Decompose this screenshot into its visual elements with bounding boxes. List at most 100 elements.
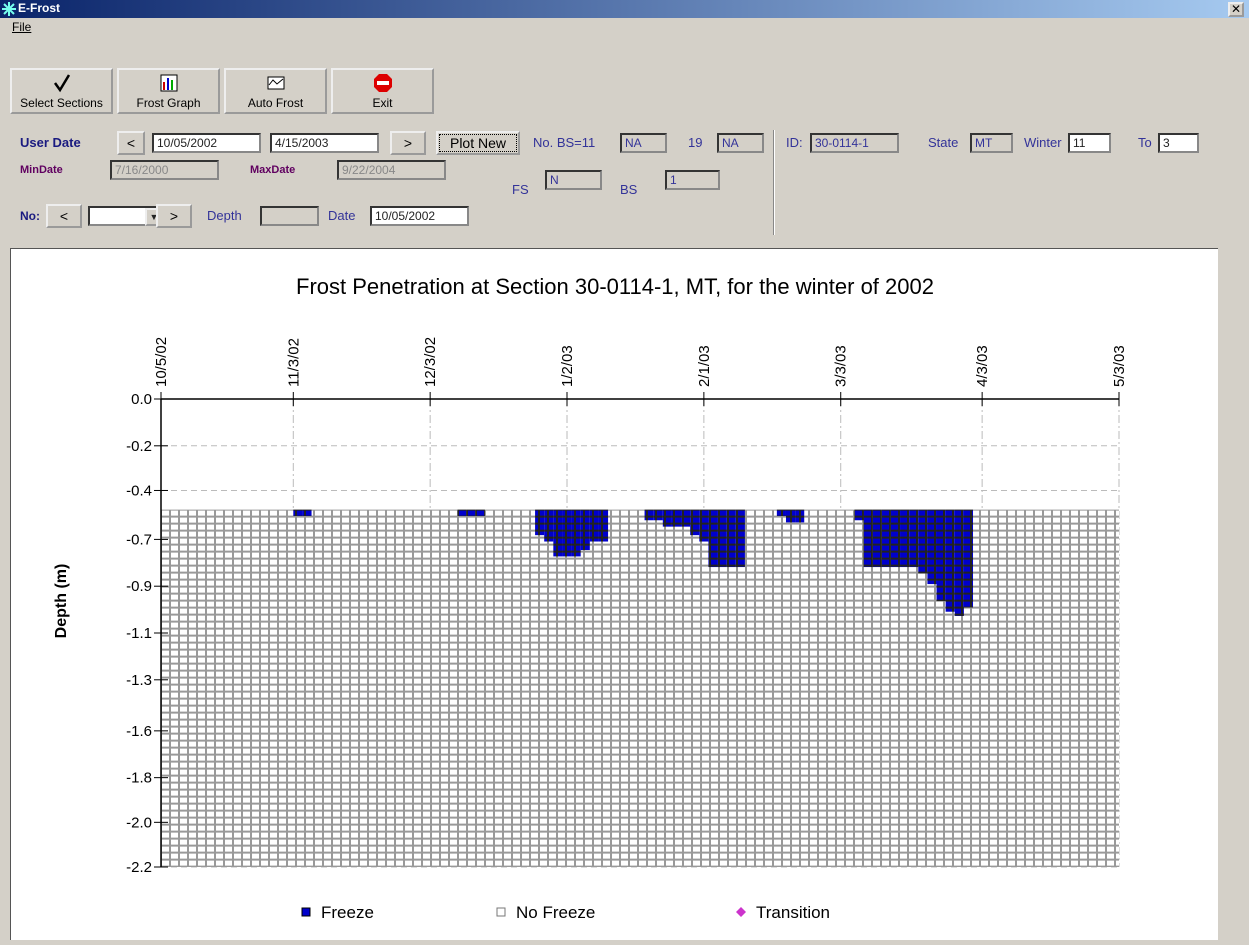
freeze-cells [726,509,736,568]
label: Depth [207,208,242,223]
legend-marker [736,907,746,917]
depth-input[interactable] [260,206,319,226]
legend-label: No Freeze [516,903,595,922]
x-tick-label: 4/3/03 [974,345,991,387]
y-tick-label: 0.0 [131,391,152,408]
input[interactable]: NA [717,133,764,153]
auto-frost-button[interactable]: Auto Frost [224,68,327,114]
input[interactable]: 30-0114-1 [810,133,899,153]
app-icon [2,2,16,16]
input[interactable]: MT [970,133,1013,153]
prev-button[interactable]: < [117,131,145,155]
button-label: Frost Graph [136,96,201,110]
label: 19 [688,135,703,150]
label: ID: [786,135,803,150]
y-tick-label: -0.4 [126,482,152,499]
freeze-cells [900,509,910,568]
menu-file[interactable]: File [12,20,32,34]
select-sections-button[interactable]: Select Sections [10,68,113,114]
prev-button[interactable]: < [46,204,82,228]
freeze-cells [785,509,796,523]
label: Winter [1024,135,1062,150]
x-tick-label: 12/3/02 [422,337,439,387]
y-tick-label: -2.0 [126,814,152,831]
freeze-cells [466,509,476,516]
label: No. BS=11 [533,135,596,150]
y-axis-label: Depth (m) [53,564,70,639]
input[interactable]: N [545,170,602,190]
date-input[interactable]: 10/05/2002 [370,206,469,226]
input[interactable]: 11 [1068,133,1111,153]
freeze-cells [562,509,572,557]
freeze-cells [918,509,928,574]
freeze-cells [936,509,946,602]
freeze-cells [963,509,974,608]
label: BS [620,182,638,197]
label: FS [512,182,529,197]
freeze-cells [909,509,919,568]
title-bar [0,0,1249,18]
icon [53,74,71,93]
freeze-cells [890,509,901,568]
input[interactable]: 3 [1158,133,1199,153]
freeze-cells [571,509,581,557]
freeze-cells [535,509,545,536]
separator [773,130,775,235]
end-date-input[interactable]: 4/15/2003 [270,133,379,153]
freeze-cells [927,509,937,585]
freeze-cells [735,509,745,568]
label: User Date [20,135,81,150]
button-label: Select Sections [20,96,103,110]
x-tick-label: 10/5/02 [153,337,170,387]
label: No: [20,209,40,223]
freeze-cells [544,509,554,542]
legend-label: Freeze [321,903,374,922]
label: MaxDate [250,164,296,176]
freeze-cells [475,509,485,516]
label: MinDate [20,164,63,176]
legend-label: Transition [756,903,830,922]
freeze-cells [699,509,709,542]
x-tick-label: 2/1/03 [696,345,713,387]
freeze-cells [881,509,891,568]
window-title: E-Frost [18,1,60,15]
freeze-cells [293,509,303,516]
label: To [1138,135,1152,150]
freeze-cells [708,509,718,568]
freeze-cells [302,509,312,516]
freeze-cells [681,509,691,527]
plot-new-button[interactable]: Plot New [436,131,520,155]
freeze-cells [644,509,654,521]
start-date-input[interactable]: 10/05/2002 [152,133,261,153]
input[interactable]: NA [620,133,667,153]
freeze-cells [854,509,864,521]
input[interactable]: 7/16/2000 [110,160,219,180]
icon [267,76,285,90]
freeze-cells [717,509,727,568]
freeze-cells [954,509,964,616]
y-tick-label: -1.8 [126,770,152,787]
freeze-cells [863,509,873,568]
y-tick-label: -2.2 [126,859,152,876]
frost-graph-button[interactable]: Frost Graph [117,68,220,114]
next-button[interactable]: > [390,131,426,155]
input[interactable]: 9/22/2004 [337,160,446,180]
y-tick-label: -1.1 [126,625,152,642]
chart: Frost Penetration at Section 30-0114-1, … [10,248,1218,940]
no-freeze-grid [161,509,1119,867]
y-tick-label: -0.7 [126,531,152,548]
exit-button[interactable]: Exit [331,68,434,114]
close-button[interactable]: ✕ [1228,2,1244,17]
label: Date [328,208,356,223]
freeze-cells [653,509,663,521]
y-tick-label: -1.6 [126,723,152,740]
legend-marker [496,907,506,917]
freeze-cells [580,509,590,551]
button-label: Auto Frost [247,96,304,110]
x-tick-label: 5/3/03 [1111,345,1128,387]
freeze-cells [457,509,467,516]
freeze-cells [671,509,682,527]
number-dropdown[interactable]: ▼ [88,206,165,226]
next-button[interactable]: > [156,204,192,228]
input[interactable]: 1 [665,170,720,190]
